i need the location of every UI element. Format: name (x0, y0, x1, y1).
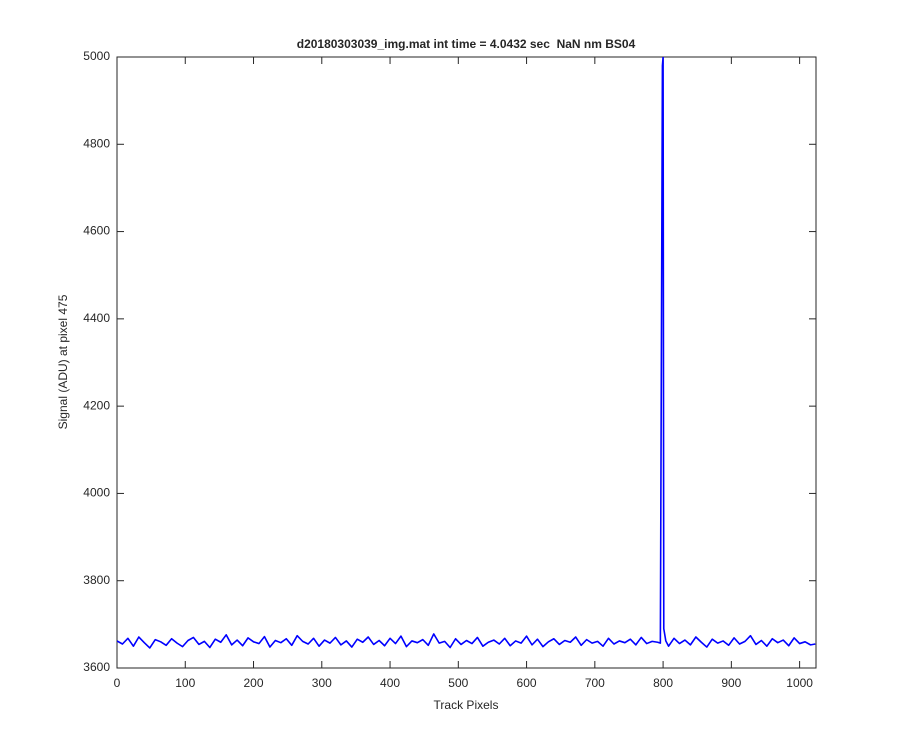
data-line (117, 57, 816, 649)
y-tick-label: 3800 (83, 573, 110, 587)
x-tick-label: 300 (312, 676, 332, 690)
chart-title: d20180303039_img.mat int time = 4.0432 s… (297, 37, 636, 51)
y-tick-label: 4800 (83, 136, 110, 150)
x-tick-label: 900 (721, 676, 741, 690)
x-tick-label: 0 (114, 676, 121, 690)
x-tick-label: 600 (517, 676, 537, 690)
x-axis-label: Track Pixels (434, 698, 499, 712)
x-tick-label: 400 (380, 676, 400, 690)
y-tick-label: 4200 (83, 398, 110, 412)
x-tick-label: 700 (585, 676, 605, 690)
y-tick-label: 3600 (83, 660, 110, 674)
x-tick-label: 100 (175, 676, 195, 690)
y-tick-label: 4400 (83, 311, 110, 325)
x-tick-label: 500 (448, 676, 468, 690)
y-tick-label: 4600 (83, 224, 110, 238)
x-tick-label: 1000 (786, 676, 813, 690)
axes-box (116, 56, 817, 669)
x-tick-label: 800 (653, 676, 673, 690)
y-tick-label: 4000 (83, 486, 110, 500)
x-tick-label: 200 (244, 676, 264, 690)
y-tick-label: 5000 (83, 49, 110, 63)
y-axis-label: Signal (ADU) at pixel 475 (56, 294, 70, 429)
